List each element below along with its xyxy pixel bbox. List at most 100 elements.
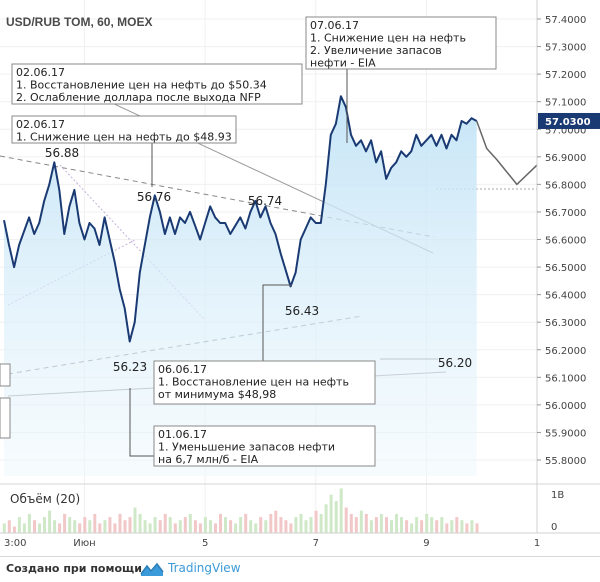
volume-bar <box>319 513 323 533</box>
volume-bar <box>178 520 182 533</box>
volume-bar <box>78 523 82 533</box>
volume-axis-zero: 0 <box>551 522 557 533</box>
price-tick-label: 56.6000 <box>545 236 586 247</box>
volume-bar <box>148 523 152 533</box>
annotation-text: 1. Восстановление цен на нефть <box>158 376 349 389</box>
annotation-frame <box>11 63 303 105</box>
volume-bar <box>445 523 449 533</box>
volume-bar <box>93 513 97 533</box>
volume-bar <box>274 510 278 533</box>
volume-bar <box>450 520 454 533</box>
volume-bar <box>209 520 212 533</box>
tradingview-link[interactable]: TradingView <box>168 561 241 575</box>
edge-box <box>0 397 11 439</box>
volume-bar <box>339 488 343 533</box>
price-tick-label: 57.4000 <box>545 15 586 26</box>
volume-bar <box>88 520 92 533</box>
volume-bar <box>264 520 268 533</box>
volume-bar <box>284 520 288 533</box>
volume-bar <box>133 507 137 533</box>
volume-bar <box>68 517 72 533</box>
annotation-text: от минимума $48,98 <box>158 388 276 401</box>
price-tick-label: 56.2000 <box>545 346 586 357</box>
price-tick-label: 56.8000 <box>545 180 586 191</box>
volume-bar <box>163 513 167 533</box>
volume-bar <box>465 523 469 533</box>
annotation-text: 06.06.17 <box>158 363 207 376</box>
price-tick-label: 57.3000 <box>545 43 586 54</box>
level-label: 56.23 <box>113 360 147 374</box>
price-tick-label: 57.2000 <box>545 70 586 81</box>
volume-bar <box>455 517 459 533</box>
volume-bar <box>294 517 298 533</box>
price-tick-label: 56.7000 <box>545 208 586 219</box>
volume-bar <box>98 523 102 533</box>
volume-pane: Объём (20) <box>0 483 537 533</box>
annotation-text: нефти - EIA <box>310 57 376 70</box>
volume-axis-label: 1B <box>551 490 564 501</box>
volume-bar <box>128 517 132 533</box>
volume-bar <box>379 513 383 533</box>
volume-bar <box>395 513 398 533</box>
annotation-text: 1. Уменьшение запасов нефти <box>158 441 335 454</box>
volume-bar <box>193 520 197 533</box>
volume-bar <box>364 513 368 533</box>
volume-bar <box>73 520 77 533</box>
volume-bar <box>234 523 238 533</box>
volume-bar <box>430 517 434 533</box>
volume-bar <box>314 510 318 533</box>
annotation-frame <box>305 16 497 70</box>
volume-bar <box>334 501 338 533</box>
volume-bar <box>118 513 122 533</box>
last-price-label: 57.0300 <box>545 117 591 128</box>
volume-bar <box>173 523 177 533</box>
volume-bar <box>269 513 273 533</box>
volume-bar <box>53 520 57 533</box>
volume-bar <box>279 517 283 533</box>
tradingview-logo-icon[interactable] <box>139 560 165 578</box>
volume-bar <box>113 523 117 533</box>
volume-bar <box>390 520 393 533</box>
volume-bar <box>58 523 62 533</box>
volume-bar <box>17 517 21 533</box>
annotation-text: 07.06.17 <box>310 19 359 32</box>
volume-bar <box>354 517 358 533</box>
annotation-box: 06.06.171. Восстановление цен на нефтьот… <box>153 284 376 405</box>
annotation-leader <box>262 284 292 361</box>
volume-bar <box>203 517 207 533</box>
time-tick-label: 7 <box>313 538 319 549</box>
price-line <box>3 95 478 343</box>
volume-bar <box>123 520 127 533</box>
volume-bar <box>38 523 41 533</box>
volume-bar <box>254 523 258 533</box>
volume-bar <box>329 494 333 533</box>
volume-bar <box>324 504 328 533</box>
volume-bar <box>22 523 26 533</box>
time-axis: 3:00 Июн 5 7 9 1 <box>0 532 600 549</box>
volume-bar <box>168 517 172 533</box>
annotation-text: 1. Восстановление цен на нефть до $50.34 <box>16 79 267 92</box>
price-tick-label: 57.1000 <box>545 98 586 109</box>
volume-bar <box>435 520 439 533</box>
volume-bar <box>475 523 479 533</box>
annotation-box: 02.06.171. Восстановление цен на нефть д… <box>11 63 303 105</box>
volume-bar <box>244 513 248 533</box>
volume-bar <box>344 507 348 533</box>
projection-line <box>475 120 538 186</box>
price-series <box>3 95 538 343</box>
price-tick-label: 55.8000 <box>545 456 586 467</box>
annotation-text: 2. Ослабление доллара после выхода NFP <box>16 91 261 104</box>
price-tick-label: 56.3000 <box>545 318 586 329</box>
price-tick-label: 56.9000 <box>545 153 586 164</box>
volume-bar <box>103 520 107 533</box>
volume-label: Объём (20) <box>10 492 80 506</box>
annotation-text: 1. Снижение цен на нефть <box>310 32 466 45</box>
volume-bar <box>214 523 217 533</box>
volume-bar <box>138 513 142 533</box>
footer: Создано при помощи TradingView <box>0 556 600 582</box>
annotation-text: 02.06.17 <box>16 118 65 131</box>
volume-bar <box>63 513 67 533</box>
volume-bar <box>470 520 474 533</box>
volume-bar <box>415 517 419 533</box>
